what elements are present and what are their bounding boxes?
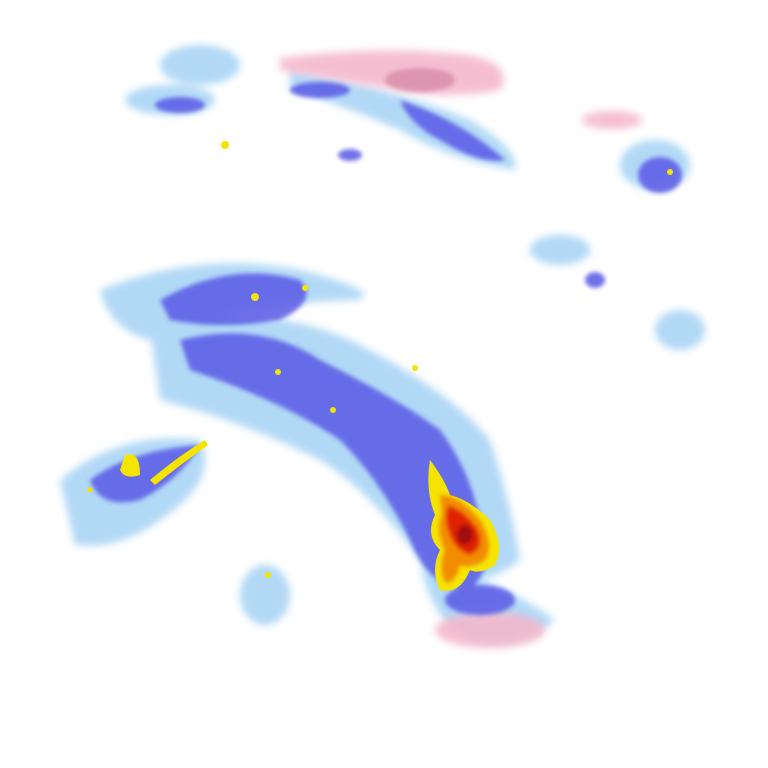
mixed-precip-dark [385,68,455,92]
moderate-precip-layer [90,82,682,615]
storm-core [439,495,489,583]
light-precip-layer [60,45,705,643]
